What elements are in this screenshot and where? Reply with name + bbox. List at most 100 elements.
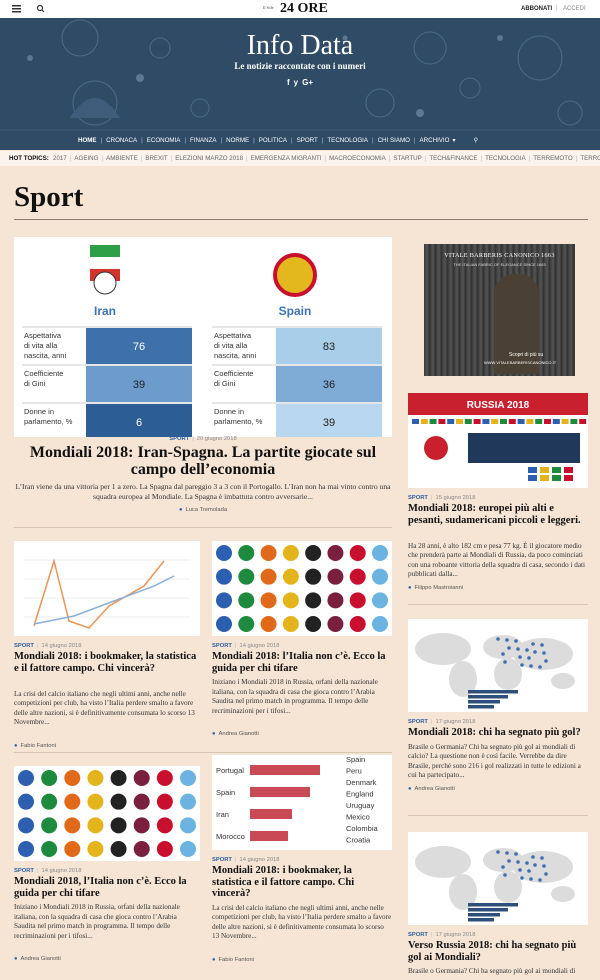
- hot-topic[interactable]: TECNOLOGIA: [485, 155, 526, 162]
- hot-topic[interactable]: EMERGENZA MIGRANTI: [250, 155, 322, 162]
- article-image[interactable]: [408, 619, 588, 712]
- nav-item[interactable]: POLITICA: [258, 137, 287, 144]
- hot-topic[interactable]: TECH&FINANCE: [429, 155, 478, 162]
- team-logo: [64, 770, 81, 786]
- row-label: Donne in parlamento, %: [24, 407, 73, 426]
- team-logo: [238, 568, 255, 585]
- hot-topic[interactable]: AGEING: [74, 155, 99, 162]
- row-label: Aspettativa di vita alla nascita, anni: [214, 331, 256, 360]
- logo[interactable]: 24 ORE: [280, 1, 328, 16]
- row-label: Donne in parlamento, %: [214, 407, 263, 426]
- article-date: 17 giugno 2018: [435, 932, 476, 938]
- thumb-label: Morocco: [216, 832, 245, 841]
- nav-item[interactable]: NORME: [226, 137, 250, 144]
- nav-item[interactable]: CRONACA: [106, 137, 138, 144]
- flag-chip: [570, 419, 578, 424]
- thumb-bar: [250, 809, 292, 819]
- article-image[interactable]: [212, 541, 392, 636]
- thumb-bar: [250, 765, 320, 775]
- flag-chip: [564, 475, 573, 481]
- article-category: SPORT: [212, 857, 232, 863]
- article-title[interactable]: Mondiali 2018: chi ha segnato più gol?: [408, 727, 581, 738]
- article-excerpt: La crisi del calcio italiano che negli u…: [212, 903, 392, 941]
- map-land: [483, 848, 523, 872]
- hot-topic[interactable]: TERREMOTO: [533, 155, 573, 162]
- map-bar: [468, 690, 518, 694]
- hot-topic[interactable]: BREXIT: [145, 155, 168, 162]
- hot-topic[interactable]: MACROECONOMIA: [329, 155, 386, 162]
- nav-item[interactable]: TECNOLOGIA: [327, 137, 368, 144]
- flag-chip: [482, 419, 490, 424]
- social-icon[interactable]: y: [293, 78, 299, 87]
- flag-chip: [456, 419, 463, 424]
- article-title[interactable]: Mondiali 2018: europei più alti e pesant…: [408, 503, 581, 526]
- nav-item[interactable]: ECONOMIA: [146, 137, 181, 144]
- flag-chip: [552, 419, 560, 424]
- article-author[interactable]: ● Andrea Gianotti: [212, 731, 392, 737]
- article-image[interactable]: [14, 766, 200, 861]
- hot-topic[interactable]: 2017: [53, 155, 67, 162]
- article-title[interactable]: Mondiali 2018: i bookmaker, la statistic…: [14, 651, 197, 674]
- flag-chip: [508, 419, 516, 424]
- team-logo: [156, 841, 173, 857]
- article-title[interactable]: Mondiali 2018: l’Italia non c’è. Ecco la…: [212, 651, 386, 674]
- advertisement[interactable]: VITALE BARBERIS CANONICO 1663 THE ITALIAN…: [424, 244, 575, 376]
- article-title[interactable]: Mondiali 2018: i bookmaker, la statistic…: [212, 865, 355, 899]
- hot-topic[interactable]: TERRORISMO: [580, 155, 600, 162]
- map-dot: [516, 860, 520, 864]
- team-logo: [260, 568, 277, 585]
- featured-image[interactable]: Iran Aspettativa di vita alla nascita, anni…: [14, 237, 392, 437]
- subscribe-link[interactable]: ABBONATI: [521, 6, 553, 12]
- team-logo: [133, 841, 150, 857]
- nav-item[interactable]: ARCHIVIO: [419, 137, 450, 144]
- team-logo: [41, 841, 58, 857]
- nav-search[interactable]: ⚲: [473, 137, 479, 144]
- hot-topic[interactable]: AMBIENTE: [106, 155, 138, 162]
- article-image[interactable]: RUSSIA 2018: [408, 393, 588, 488]
- row-separator: [408, 604, 588, 605]
- site-title: Info Data: [246, 30, 354, 61]
- map-land: [494, 871, 522, 903]
- social-icon[interactable]: G+: [302, 78, 314, 87]
- map-dot: [529, 664, 533, 668]
- article-author[interactable]: ● Andrea Gianotti: [408, 786, 588, 792]
- map-dot: [496, 850, 500, 854]
- article-title[interactable]: Mondiali 2018: Iran-Spagna. La partite g…: [29, 444, 377, 478]
- nav-item[interactable]: SPORT: [296, 137, 318, 144]
- nav-item[interactable]: CHI SIAMO: [377, 137, 410, 144]
- article-author[interactable]: ● Filippo Mastroianni: [408, 585, 588, 591]
- hot-separator: |: [575, 155, 578, 162]
- author-icon: ●: [14, 742, 18, 749]
- article-title[interactable]: Mondiali 2018, l’Italia non c’è. Ecco la…: [14, 876, 187, 899]
- table-value: 6: [136, 417, 142, 429]
- article-author[interactable]: ● Andrea Gianotti: [14, 956, 200, 962]
- hot-topic[interactable]: ELEZIONI MARZO 2018: [175, 155, 244, 162]
- article-author[interactable]: ● Fabio Fantoni: [212, 957, 392, 963]
- section-rule: [14, 219, 588, 220]
- thumb-list-item: Croatia: [346, 836, 371, 845]
- map-dot: [505, 851, 509, 855]
- article-author[interactable]: ● Luca Tremolada: [14, 507, 392, 513]
- social-icon[interactable]: f: [286, 78, 290, 87]
- article-meta: SPORT | 20 giugno 2018: [14, 436, 392, 442]
- team-logo: [349, 592, 366, 609]
- article-image[interactable]: [408, 832, 588, 925]
- team-logo: [305, 545, 322, 561]
- hot-topic[interactable]: STARTUP: [393, 155, 422, 162]
- map-dot: [518, 868, 522, 872]
- nav-item[interactable]: FINANZA: [190, 137, 217, 144]
- map-dot: [529, 877, 533, 881]
- map-dot: [533, 863, 537, 867]
- bar-chart-thumb: Portugal Spain Iran Morocco Spain Peru Denmark…: [216, 755, 379, 845]
- thumb-list-item: Spain: [346, 755, 365, 764]
- article-title[interactable]: Verso Russia 2018: chi ha segnato più go…: [408, 940, 577, 963]
- article-image[interactable]: [14, 541, 200, 636]
- article-author[interactable]: ● Fabio Fantoni: [14, 743, 200, 749]
- top-icons[interactable]: [12, 4, 48, 14]
- map-dot: [496, 637, 500, 641]
- map-dot: [525, 861, 529, 865]
- map-dot: [527, 656, 531, 660]
- article-image[interactable]: Portugal Spain Iran Morocco Spain Peru Denmark…: [212, 755, 392, 850]
- login-link[interactable]: ACCEDI: [563, 6, 586, 12]
- nav-item[interactable]: HOME: [78, 137, 97, 144]
